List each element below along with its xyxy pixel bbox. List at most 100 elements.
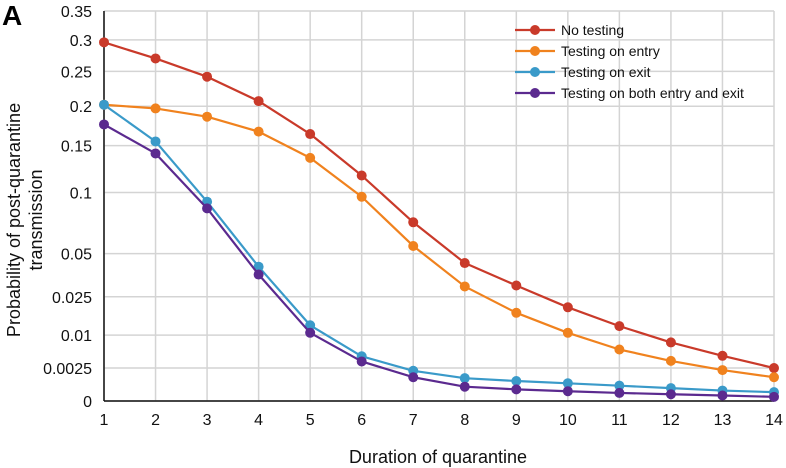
data-point (459, 381, 470, 392)
x-tick-labels: 1 2 3 4 5 6 7 8 9 10 11 12 13 14 (100, 412, 783, 429)
legend-label: Testing on both entry and exit (561, 85, 744, 101)
data-point (717, 350, 728, 361)
x-tick-label: 10 (559, 412, 577, 429)
data-point (99, 99, 109, 110)
x-tick-label: 4 (254, 412, 263, 429)
data-point (202, 71, 213, 82)
legend-entry-2: Testing on exit (515, 64, 651, 80)
legend-label: Testing on exit (561, 64, 651, 80)
y-tick-label: 0 (83, 394, 92, 411)
y-tick-label: 0.0025 (43, 361, 92, 378)
data-point (202, 203, 213, 214)
x-tick-label: 3 (203, 412, 212, 429)
axes (103, 11, 774, 402)
data-point (305, 320, 316, 331)
data-point (408, 240, 419, 251)
grid-lines (103, 10, 775, 402)
data-point (305, 327, 316, 338)
data-point (511, 280, 522, 291)
data-point (511, 384, 522, 395)
data-point (562, 302, 573, 313)
data-point (511, 376, 522, 387)
data-point (459, 373, 470, 384)
data-point (614, 321, 625, 332)
x-axis-title: Duration of quarantine (349, 447, 527, 467)
data-point (511, 307, 522, 318)
y-tick-label: 0.3 (70, 33, 92, 50)
legend-swatch-marker (530, 46, 540, 56)
data-point (459, 258, 470, 269)
x-tick-label: 11 (611, 412, 628, 429)
data-point (356, 356, 367, 367)
legend-entry-3: Testing on both entry and exit (515, 85, 744, 101)
series-line (103, 41, 775, 370)
panel-label: A (2, 0, 22, 31)
legend-swatch-marker (530, 67, 540, 77)
series-3 (99, 119, 779, 402)
data-point (769, 372, 779, 383)
data-point (562, 327, 573, 338)
series-0 (99, 37, 779, 374)
y-tick-label: 0.025 (52, 290, 92, 307)
x-tick-label: 6 (357, 412, 366, 429)
data-point (614, 387, 625, 398)
data-point (665, 355, 676, 366)
legend-swatch-marker (530, 25, 540, 35)
x-tick-label: 13 (714, 412, 732, 429)
y-tick-label: 0.15 (61, 139, 92, 156)
data-point (253, 261, 264, 272)
data-point (614, 380, 625, 391)
x-tick-label: 14 (765, 412, 783, 429)
y-tick-label: 0.05 (61, 247, 92, 264)
data-point (99, 119, 109, 130)
series-line (103, 103, 775, 379)
data-point (305, 129, 316, 140)
data-point (408, 372, 419, 383)
data-point (356, 191, 367, 202)
y-tick-label: 0.35 (61, 4, 92, 21)
series-line (103, 103, 775, 394)
data-point (562, 386, 573, 397)
data-point (253, 96, 264, 107)
data-point (562, 378, 573, 389)
data-point (769, 391, 779, 402)
x-tick-label: 5 (306, 412, 315, 429)
data-point (408, 217, 419, 228)
data-point (150, 148, 161, 159)
legend-swatch-marker (530, 88, 540, 98)
data-point (305, 152, 316, 163)
data-point (150, 136, 161, 147)
y-axis-title: Probability of post-quarantine transmiss… (4, 103, 46, 337)
y-tick-label: 0.2 (70, 99, 92, 116)
x-tick-label: 1 (100, 412, 109, 429)
series-2 (99, 99, 779, 398)
data-point (253, 126, 264, 137)
legend: No testing Testing on entry Testing on exi… (515, 22, 744, 101)
data-point (459, 281, 470, 292)
data-point (150, 53, 161, 64)
data-point (99, 37, 109, 48)
data-point (356, 170, 367, 181)
data-point (202, 111, 213, 122)
data-point (150, 103, 161, 114)
y-tick-label: 0.25 (61, 64, 92, 81)
series-line (103, 123, 775, 398)
series-1 (99, 99, 779, 383)
y-axis-title-line-2: transmission (26, 169, 46, 270)
data-point (253, 269, 264, 280)
y-axis-title-line-1: Probability of post-quarantine (4, 103, 24, 337)
data-point (717, 390, 728, 401)
data-point (665, 389, 676, 400)
x-tick-label: 12 (662, 412, 680, 429)
data-point (769, 363, 779, 374)
x-tick-label: 9 (512, 412, 521, 429)
x-tick-label: 8 (460, 412, 469, 429)
legend-entry-0: No testing (515, 22, 624, 38)
data-point (665, 337, 676, 348)
legend-entry-1: Testing on entry (515, 43, 660, 59)
series-lines (99, 37, 779, 402)
legend-label: No testing (561, 22, 624, 38)
x-tick-label: 7 (409, 412, 418, 429)
data-point (717, 365, 728, 376)
